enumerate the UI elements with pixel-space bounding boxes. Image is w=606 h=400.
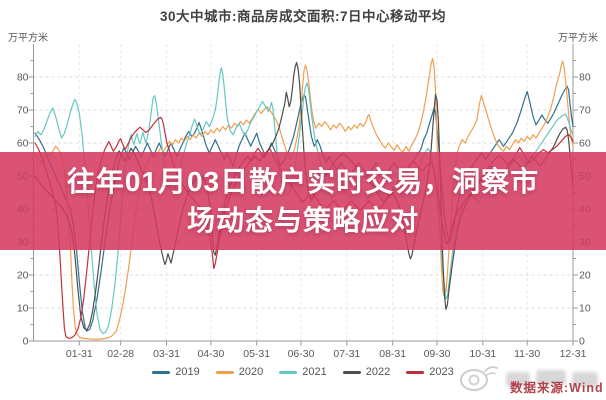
svg-text:09-30: 09-30 xyxy=(424,348,451,360)
svg-text:12-31: 12-31 xyxy=(560,348,587,360)
svg-text:0: 0 xyxy=(579,336,585,348)
chart-title: 30大中城市:商品房成交面积:7日中心移动平均 xyxy=(159,9,446,24)
svg-text:11-30: 11-30 xyxy=(514,348,540,360)
svg-text:08-31: 08-31 xyxy=(379,348,406,360)
svg-text:70: 70 xyxy=(579,105,591,117)
svg-text:01-31: 01-31 xyxy=(66,348,93,360)
legend-swatch-2023 xyxy=(406,370,425,374)
legend-label-2023: 2023 xyxy=(429,366,454,378)
svg-text:20: 20 xyxy=(17,270,29,282)
data-source-label: 数据来源:Wind xyxy=(510,381,604,395)
svg-text:0: 0 xyxy=(23,336,29,348)
svg-text:04-30: 04-30 xyxy=(197,348,224,360)
watermark-blur-blob xyxy=(572,372,598,387)
svg-text:80: 80 xyxy=(17,72,29,84)
y-axis-unit-right: 万平方米 xyxy=(558,33,598,44)
svg-text:03-31: 03-31 xyxy=(153,348,180,360)
chart-legend: 2019 2020 2021 2022 2023 xyxy=(0,366,606,378)
svg-text:06-30: 06-30 xyxy=(288,348,315,360)
svg-text:60: 60 xyxy=(579,138,591,150)
legend-item-2020[interactable]: 2020 xyxy=(215,366,264,378)
legend-item-2022[interactable]: 2022 xyxy=(342,366,391,378)
watermark-blur-blob xyxy=(506,372,530,387)
legend-label-2022: 2022 xyxy=(365,366,391,378)
legend-item-2019[interactable]: 2019 xyxy=(152,366,200,378)
legend-swatch-2022 xyxy=(342,370,361,374)
y-axis-unit-left: 万平方米 xyxy=(8,33,48,44)
overlay-banner: 往年01月03日散户实时交易，洞察市 场动态与策略应对 xyxy=(0,152,606,250)
svg-text:20: 20 xyxy=(579,270,591,282)
svg-text:07-31: 07-31 xyxy=(333,348,360,360)
svg-text:10-31: 10-31 xyxy=(469,348,496,360)
svg-text:10: 10 xyxy=(579,303,591,315)
svg-text:70: 70 xyxy=(17,105,29,117)
legend-item-2023[interactable]: 2023 xyxy=(406,366,454,378)
watermark-blur-blob xyxy=(536,370,566,385)
legend-swatch-2019 xyxy=(152,370,171,374)
watermark: 数据来源:Wind xyxy=(452,360,604,396)
svg-text:10: 10 xyxy=(17,303,29,315)
legend-label-2020: 2020 xyxy=(238,366,264,378)
legend-label-2021: 2021 xyxy=(302,366,327,378)
legend-swatch-2020 xyxy=(215,370,234,374)
weibo-eye-icon xyxy=(459,366,498,392)
legend-swatch-2021 xyxy=(279,370,298,374)
svg-text:02-28: 02-28 xyxy=(107,348,134,360)
svg-text:80: 80 xyxy=(579,72,591,84)
legend-item-2021[interactable]: 2021 xyxy=(279,366,327,378)
svg-text:05-31: 05-31 xyxy=(243,348,270,360)
legend-label-2019: 2019 xyxy=(175,366,200,378)
banner-text-line2: 场动态与策略应对 xyxy=(186,205,419,236)
banner-text-line1: 往年01月03日散户实时交易，洞察市 xyxy=(66,166,540,197)
svg-text:60: 60 xyxy=(17,138,29,150)
